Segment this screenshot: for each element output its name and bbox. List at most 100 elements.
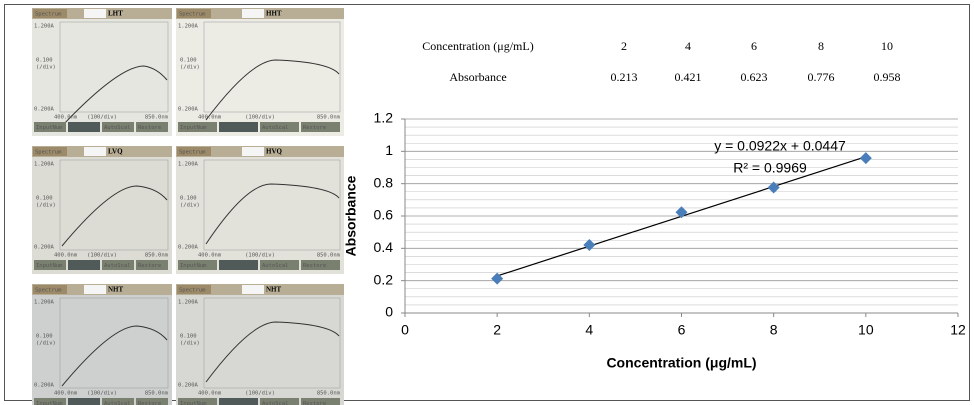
screen-button (102, 122, 134, 132)
photo-panel: Spectrum HHT 1.200A 0.100(/div) 0.200A 400.0n… (176, 8, 344, 136)
y-tick-label: 0.6 (374, 207, 394, 223)
plot-area (203, 297, 341, 389)
y-tick-label: 0.8 (374, 174, 394, 190)
table-row-label: Concentration (μg/mL) (422, 39, 533, 53)
table-cell: 4 (685, 39, 691, 53)
screen-ydiv: 0.100 (36, 196, 53, 202)
screen-ydivunit: (/div) (180, 341, 200, 347)
screen-button (136, 122, 168, 132)
panel-label: NHT (108, 286, 124, 294)
data-point (767, 181, 780, 194)
screen-button (301, 398, 340, 405)
screen-ydiv: 0.100 (180, 196, 197, 202)
screen-xstart: 400.0nm (54, 115, 78, 121)
table-cell: 2 (621, 39, 627, 53)
panel-label: LHT (108, 10, 123, 18)
screen-button (219, 260, 258, 270)
screen-button (260, 122, 299, 132)
table-cell: 0.958 (874, 70, 901, 84)
spectrum-curve (61, 185, 168, 247)
screen-ydiv: 0.100 (36, 58, 53, 64)
screen-button-label: Restore (303, 263, 326, 269)
screen-xdiv: (100/div) (245, 253, 275, 259)
screen-ydivunit: (/div) (36, 203, 56, 209)
header-tag (177, 147, 211, 156)
screen-header: Spectrum (35, 288, 62, 294)
screen-header: Spectrum (179, 288, 206, 294)
data-point (675, 206, 688, 219)
screen-top: 1.200A (178, 24, 199, 30)
screen-bottom: 0.200A (178, 107, 199, 113)
table-cell: 0.623 (741, 70, 768, 84)
screen-top: 1.200A (34, 300, 55, 306)
screen-xend: 850.0nm (317, 115, 341, 121)
table-row-label: Absorbance (449, 70, 506, 84)
header-tag (33, 285, 67, 294)
screen-ydivunit: (/div) (36, 65, 56, 71)
screen-button (301, 122, 340, 132)
x-tick-label: 6 (678, 322, 686, 338)
label-box (242, 9, 264, 18)
panel-label: HVQ (266, 148, 283, 156)
screen-button-label: Restore (303, 125, 326, 131)
screen-button (178, 122, 217, 132)
screen-xdiv: (100/div) (245, 115, 275, 121)
screen-button (260, 398, 299, 405)
screen-button-label: AutoScal (262, 125, 289, 131)
screen-bottom: 0.200A (34, 245, 55, 251)
photos: Spectrum LHT1.200A0.100(/div)0.200A400.0n… (32, 8, 344, 405)
panel-label: HHT (266, 10, 282, 18)
screen-xdiv: (100/div) (245, 391, 275, 397)
trendline-equation: y = 0.0922x + 0.0447 (714, 138, 846, 154)
label-box (84, 9, 106, 18)
screen-bottom: 0.200A (178, 245, 199, 251)
photo-panel: Spectrum LHT 1.200A 0.100(/div) 0.200A 400.0n… (32, 8, 172, 136)
screen-button (178, 260, 217, 270)
plot-area (59, 159, 169, 251)
screen-button-label: InputNum (36, 263, 63, 269)
screen-xstart: 400.0nm (54, 391, 78, 397)
screen-button (219, 122, 258, 132)
screen-button (68, 260, 100, 270)
x-tick-label: 12 (950, 322, 966, 338)
y-tick-label: 0.2 (374, 271, 394, 287)
screen-header: Spectrum (35, 12, 62, 18)
header-tag (177, 285, 211, 294)
data-point (583, 238, 596, 251)
y-tick-label: 0.4 (374, 239, 394, 255)
data-point (859, 152, 872, 165)
x-tick-label: 4 (585, 322, 593, 338)
screen-button (136, 398, 168, 405)
photo-panel: Spectrum LVQ 1.200A 0.100(/div) 0.200A 400.0n… (32, 146, 172, 274)
screen-bottom: 0.200A (34, 383, 55, 389)
photo-panel: Spectrum HVQ 1.200A 0.100(/div) 0.200A 400.0n… (176, 146, 344, 274)
screen-top: 1.200A (34, 24, 55, 30)
spectrum-curve (205, 59, 340, 121)
screen-ydiv: 0.100 (36, 334, 53, 340)
screen-button-label: InputNum (180, 125, 207, 131)
header-tag (33, 147, 67, 156)
spectrum-curve (205, 321, 340, 383)
screen-button (178, 398, 217, 405)
r-squared: R² = 0.9969 (733, 160, 807, 176)
screen-ydiv: 0.100 (180, 58, 197, 64)
screen-button-label: InputNum (36, 401, 63, 405)
screen-button (102, 260, 134, 270)
screen (32, 8, 172, 136)
table-cell: 8 (818, 39, 824, 53)
screen-button (34, 398, 66, 405)
screen-button (34, 260, 66, 270)
data-point (491, 272, 504, 285)
screen-xstart: 400.0nm (198, 391, 222, 397)
screen-header: Spectrum (179, 12, 206, 18)
table-cell: 0.421 (675, 70, 702, 84)
screen-bottom: 0.200A (34, 107, 55, 113)
screen-button (68, 122, 100, 132)
screen-button-label: AutoScal (262, 401, 289, 405)
x-tick-label: 2 (493, 322, 501, 338)
screen-xstart: 400.0nm (54, 253, 78, 259)
x-tick-label: 0 (401, 322, 409, 338)
screen-button (34, 122, 66, 132)
header-tag (33, 9, 67, 18)
